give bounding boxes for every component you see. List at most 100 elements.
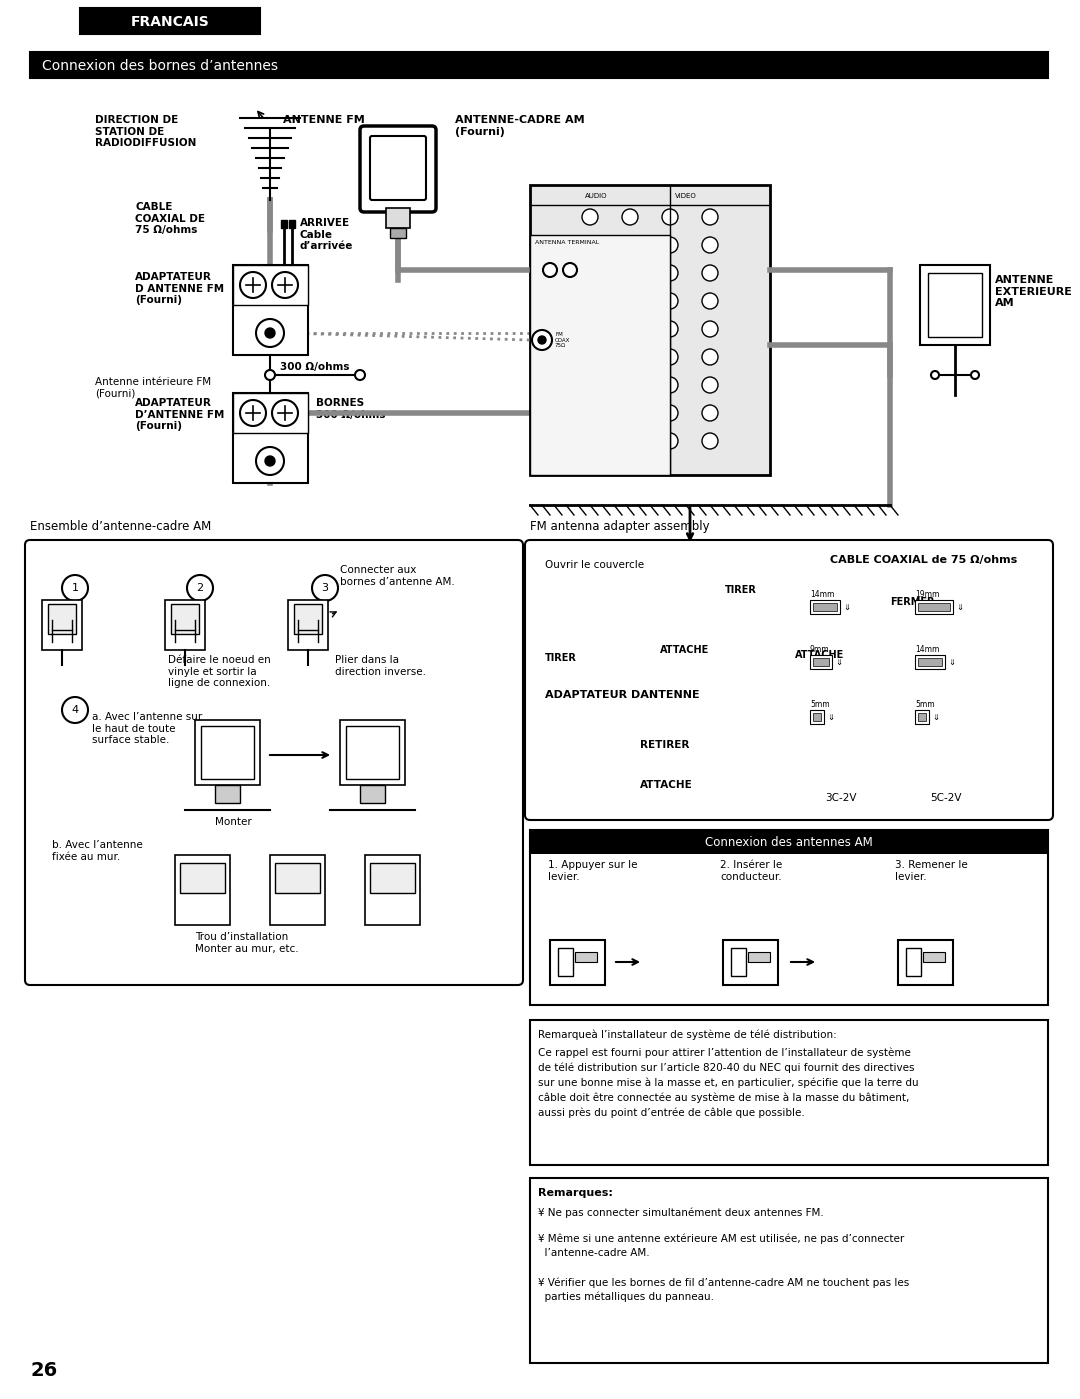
Circle shape xyxy=(563,263,577,277)
Bar xyxy=(748,951,770,963)
Text: TERRE: TERRE xyxy=(670,557,710,567)
Circle shape xyxy=(240,400,266,427)
Bar xyxy=(233,393,308,434)
Circle shape xyxy=(622,208,638,225)
Bar xyxy=(915,711,929,725)
Text: ⇓: ⇓ xyxy=(843,603,850,611)
Text: 300 Ω/ohms: 300 Ω/ohms xyxy=(280,362,350,372)
Text: 19mm: 19mm xyxy=(915,590,940,599)
Bar xyxy=(270,855,325,925)
Bar xyxy=(575,951,597,963)
Text: Ce rappel est fourni pour attirer l’attention de l’installateur de système
de té: Ce rappel est fourni pour attirer l’atte… xyxy=(538,1048,919,1118)
Circle shape xyxy=(272,271,298,298)
Circle shape xyxy=(702,376,718,393)
Text: ¥ Même si une antenne extérieure AM est utilisée, ne pas d’connecter
  l’antenne: ¥ Même si une antenne extérieure AM est … xyxy=(538,1234,904,1258)
Circle shape xyxy=(662,404,678,421)
Bar xyxy=(294,604,322,634)
Text: 2. Insérer le
conducteur.: 2. Insérer le conducteur. xyxy=(720,860,782,881)
Text: Ouvrir le couvercle: Ouvrir le couvercle xyxy=(545,560,644,569)
Circle shape xyxy=(622,292,638,309)
Bar xyxy=(918,658,942,666)
Bar xyxy=(530,1020,1048,1165)
Circle shape xyxy=(312,575,338,602)
Bar xyxy=(530,185,770,476)
Text: 2: 2 xyxy=(197,583,203,593)
Circle shape xyxy=(256,319,284,347)
Text: Connexion des antennes AM: Connexion des antennes AM xyxy=(705,835,873,849)
Bar xyxy=(165,600,205,651)
Circle shape xyxy=(702,404,718,421)
Bar xyxy=(390,228,406,238)
Text: ⇓: ⇓ xyxy=(932,712,939,722)
Text: FERMER: FERMER xyxy=(890,597,934,607)
Text: VIDEO: VIDEO xyxy=(675,193,697,199)
Circle shape xyxy=(702,208,718,225)
Bar xyxy=(813,603,837,611)
Text: ⇓: ⇓ xyxy=(948,658,955,666)
Text: 9mm: 9mm xyxy=(810,645,829,653)
Text: FM
COAX
75Ω: FM COAX 75Ω xyxy=(555,332,570,348)
Circle shape xyxy=(662,434,678,449)
Bar xyxy=(813,658,829,666)
Text: Remarques:: Remarques: xyxy=(538,1188,612,1198)
FancyBboxPatch shape xyxy=(25,540,523,985)
Circle shape xyxy=(662,264,678,281)
Bar xyxy=(340,720,405,785)
Text: TIRER: TIRER xyxy=(545,653,577,663)
Text: Ensemble d’antenne-cadre AM: Ensemble d’antenne-cadre AM xyxy=(30,520,212,533)
Text: ANTENNE
EXTERIEURE
AM: ANTENNE EXTERIEURE AM xyxy=(995,276,1071,308)
Circle shape xyxy=(62,575,87,602)
Bar xyxy=(281,220,287,228)
Bar xyxy=(530,830,1048,1004)
Circle shape xyxy=(265,456,275,466)
Text: CABLE
COAXIAL DE
75 Ω/ohms: CABLE COAXIAL DE 75 Ω/ohms xyxy=(135,201,205,235)
Text: ⇓: ⇓ xyxy=(956,603,963,611)
Circle shape xyxy=(702,434,718,449)
Text: TIRER: TIRER xyxy=(725,585,757,595)
Text: ANTENNE FM: ANTENNE FM xyxy=(283,115,365,125)
Text: 3C-2V: 3C-2V xyxy=(825,793,856,803)
Circle shape xyxy=(582,348,598,365)
Circle shape xyxy=(971,371,978,379)
Bar xyxy=(810,655,832,669)
Circle shape xyxy=(622,434,638,449)
Bar xyxy=(30,52,1048,78)
Circle shape xyxy=(582,292,598,309)
Circle shape xyxy=(272,400,298,427)
Circle shape xyxy=(582,404,598,421)
Circle shape xyxy=(240,271,266,298)
Circle shape xyxy=(622,320,638,337)
Bar xyxy=(550,940,605,985)
Bar xyxy=(731,949,746,977)
Bar xyxy=(558,949,573,977)
Text: 1. Appuyer sur le
levier.: 1. Appuyer sur le levier. xyxy=(548,860,637,881)
Text: ADAPTATEUR
D ANTENNE FM
(Fourni): ADAPTATEUR D ANTENNE FM (Fourni) xyxy=(135,271,225,305)
Text: Remarqueà l’installateur de système de télé distribution:: Remarqueà l’installateur de système de t… xyxy=(538,1030,837,1041)
Bar xyxy=(915,600,953,614)
Text: Connecter aux
bornes d’antenne AM.: Connecter aux bornes d’antenne AM. xyxy=(340,565,455,586)
FancyBboxPatch shape xyxy=(525,540,1053,820)
Text: ADAPTATEUR DANTENNE: ADAPTATEUR DANTENNE xyxy=(545,690,700,700)
Circle shape xyxy=(622,348,638,365)
Bar xyxy=(233,264,308,305)
Text: 1: 1 xyxy=(71,583,79,593)
Text: ATTACHE: ATTACHE xyxy=(660,645,710,655)
Text: FM antenna adapter assembly: FM antenna adapter assembly xyxy=(530,520,710,533)
Text: ANTENNE-CADRE AM
(Fourni): ANTENNE-CADRE AM (Fourni) xyxy=(455,115,584,137)
Circle shape xyxy=(62,697,87,723)
Circle shape xyxy=(622,236,638,253)
Bar xyxy=(233,264,308,355)
Text: Connexion des bornes d’antennes: Connexion des bornes d’antennes xyxy=(42,59,278,73)
Bar xyxy=(370,863,415,893)
Text: 3. Remener le
levier.: 3. Remener le levier. xyxy=(895,860,968,881)
Bar xyxy=(906,949,921,977)
Circle shape xyxy=(187,575,213,602)
Bar xyxy=(386,208,410,228)
Bar xyxy=(275,863,320,893)
Bar xyxy=(897,940,953,985)
Bar xyxy=(530,1178,1048,1363)
Bar xyxy=(80,8,260,34)
Text: a. Avec l’antenne sur
le haut de toute
surface stable.: a. Avec l’antenne sur le haut de toute s… xyxy=(92,712,202,746)
Bar xyxy=(195,720,260,785)
Circle shape xyxy=(582,434,598,449)
